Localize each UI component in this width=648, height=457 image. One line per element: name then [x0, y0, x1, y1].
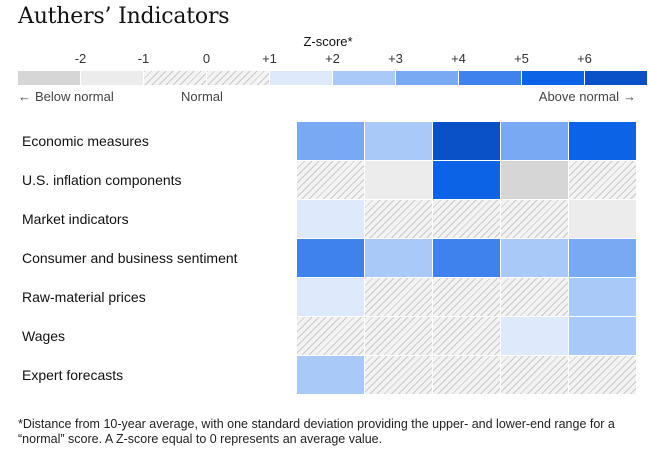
scale-segment	[207, 71, 269, 85]
heatmap-cell	[569, 122, 636, 160]
heatmap-cell	[365, 239, 432, 277]
scale-segment	[144, 71, 206, 85]
row-label: Market indicators	[22, 211, 129, 227]
heatmap-cell	[569, 317, 636, 355]
heatmap-cell	[433, 200, 500, 238]
heatmap-cell	[501, 278, 568, 316]
heatmap-cell	[297, 317, 364, 355]
row-label: Expert forecasts	[22, 367, 124, 383]
heatmap-cell	[297, 356, 364, 394]
heatmap-cell	[297, 161, 364, 199]
heatmap-cell	[297, 239, 364, 277]
heatmap-cell	[501, 239, 568, 277]
below-normal-text: Below normal	[35, 89, 114, 104]
heatmap-cell	[297, 200, 364, 238]
heatmap-cell	[501, 356, 568, 394]
heatmap-cell	[569, 200, 636, 238]
left-arrow-icon: ←	[18, 89, 31, 104]
heatmap-cell	[297, 122, 364, 160]
row-label: U.S. inflation components	[22, 172, 182, 188]
footnote: *Distance from 10-year average, with one…	[18, 417, 615, 446]
legend-tick-label: +4	[451, 51, 466, 66]
heatmap-cell	[569, 356, 636, 394]
scale-segment	[522, 71, 584, 85]
scale-segment	[585, 71, 647, 85]
heatmap-cell	[365, 200, 432, 238]
right-arrow-icon: →	[623, 89, 636, 104]
heatmap-cell	[365, 278, 432, 316]
legend-tick-label: +6	[577, 51, 592, 66]
legend-title: Z-score*	[303, 34, 353, 49]
scale-segment	[18, 71, 80, 85]
heatmap-cell	[501, 200, 568, 238]
heatmap-cell	[501, 122, 568, 160]
legend-tick-label: +1	[262, 51, 277, 66]
heatmap-cell	[365, 161, 432, 199]
legend-tick-label: -2	[74, 51, 87, 66]
below-normal-label: ← Below normal	[18, 89, 114, 104]
heatmap-cell	[569, 278, 636, 316]
heatmap-cell	[365, 356, 432, 394]
scale-segment	[396, 71, 458, 85]
legend-tick-label: +2	[325, 51, 340, 66]
scale-segment	[459, 71, 521, 85]
chart-title: Authers’ Indicators	[18, 4, 230, 29]
heatmap-cell	[433, 317, 500, 355]
legend-tick-label: +5	[514, 51, 529, 66]
heatmap-cell	[569, 161, 636, 199]
row-label: Raw-material prices	[22, 289, 146, 305]
heatmap-cell	[433, 278, 500, 316]
heatmap-cell	[433, 239, 500, 277]
row-label: Wages	[22, 328, 66, 344]
legend-tick-label: +3	[388, 51, 403, 66]
heatmap-cell	[433, 161, 500, 199]
color-scale	[18, 71, 647, 85]
legend-tick-label: 0	[202, 51, 211, 66]
heatmap-cell	[501, 317, 568, 355]
heatmap-cell	[501, 161, 568, 199]
scale-segment	[270, 71, 332, 85]
heatmap-cell	[365, 317, 432, 355]
scale-segment	[333, 71, 395, 85]
above-normal-label: Above normal →	[539, 89, 636, 104]
above-normal-text: Above normal	[538, 89, 619, 104]
scale-segment	[81, 71, 143, 85]
heatmap-cell	[433, 122, 500, 160]
heatmap-cell	[365, 122, 432, 160]
normal-label: Normal	[181, 89, 223, 104]
legend-tick-label: -1	[137, 51, 150, 66]
heatmap-cell	[569, 239, 636, 277]
row-label: Consumer and business sentiment	[22, 250, 238, 266]
heatmap-cell	[433, 356, 500, 394]
row-label: Economic measures	[22, 133, 149, 149]
heatmap-cell	[297, 278, 364, 316]
